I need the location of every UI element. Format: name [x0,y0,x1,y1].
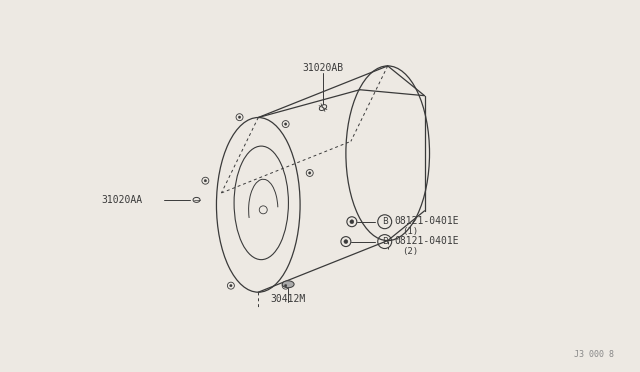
Text: 31020AA: 31020AA [101,195,142,205]
Circle shape [350,220,354,224]
Text: B: B [382,217,388,226]
Circle shape [308,172,311,174]
Text: (1): (1) [402,227,418,236]
Text: (2): (2) [402,247,418,256]
Text: 08121-0401E: 08121-0401E [395,216,460,226]
Circle shape [238,116,241,118]
Ellipse shape [282,281,294,288]
Text: B: B [382,237,388,246]
Text: J3 000 8: J3 000 8 [573,350,614,359]
Circle shape [344,240,348,244]
Circle shape [230,285,232,287]
Circle shape [284,285,287,287]
Text: 08121-0401E: 08121-0401E [395,235,460,246]
Text: 30412M: 30412M [270,294,305,304]
Text: 31020AB: 31020AB [303,63,344,73]
Circle shape [284,123,287,125]
Circle shape [204,180,207,182]
